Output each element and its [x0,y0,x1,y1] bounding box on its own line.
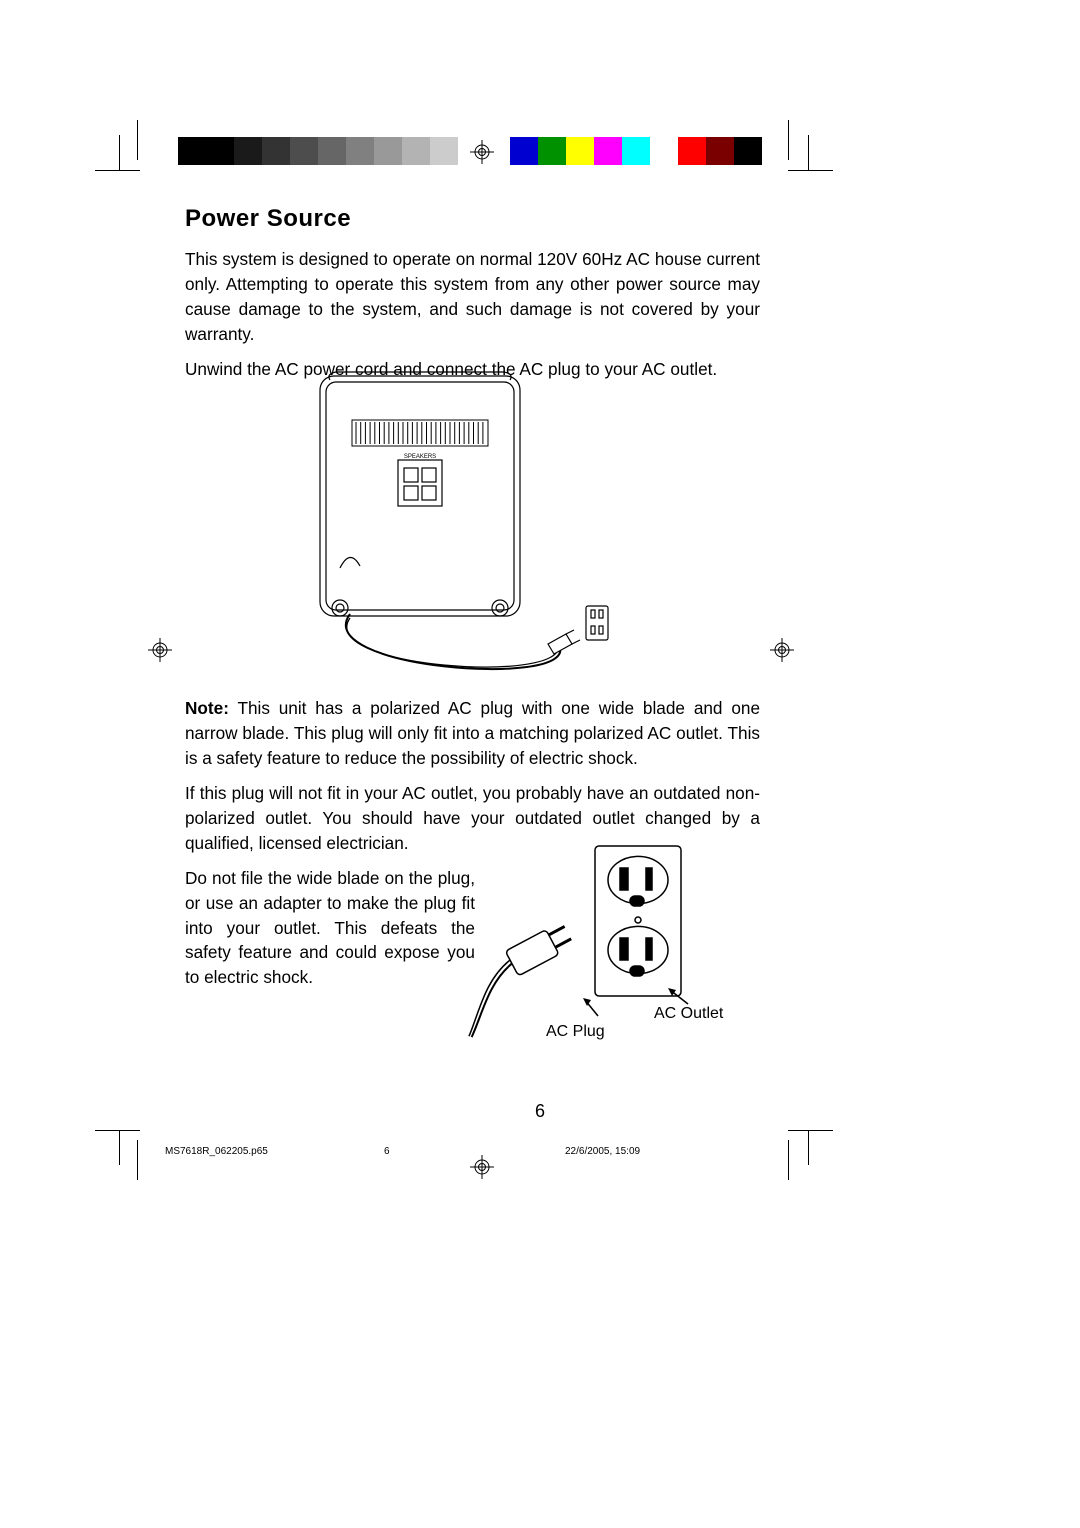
calibration-swatch [402,137,430,165]
calibration-swatch [318,137,346,165]
note-paragraph: Note: This unit has a polarized AC plug … [185,696,760,771]
calibration-swatch [178,137,206,165]
calibration-swatch [678,137,706,165]
crop-mark [95,170,140,171]
calibration-swatch [262,137,290,165]
crop-mark [137,120,138,160]
calibration-swatch [566,137,594,165]
crop-mark [788,120,789,160]
footer-filename: MS7618R_062205.p65 [165,1146,268,1157]
crop-mark [788,1130,833,1131]
ac-outlet-plug-diagram: AC Outlet AC Plug [430,840,760,1050]
registration-mark-icon [470,140,494,164]
calibration-swatch [234,137,262,165]
calibration-swatch [538,137,566,165]
calibration-swatch [734,137,762,165]
calibration-swatch [622,137,650,165]
body-paragraph: This system is designed to operate on no… [185,247,760,347]
calibration-swatch [206,137,234,165]
calibration-swatch [290,137,318,165]
crop-mark [808,1130,809,1165]
figure-label-plug: AC Plug [546,1023,605,1040]
registration-mark-icon [470,1155,494,1179]
footer-page-index: 6 [384,1146,390,1157]
color-calibration-bar [510,137,762,165]
crop-mark [95,1130,140,1131]
calibration-swatch [650,137,678,165]
page-number: 6 [0,1101,1080,1122]
crop-mark [788,170,833,171]
note-body: This unit has a polarized AC plug with o… [185,698,760,768]
note-lead: Note: [185,698,229,718]
crop-mark [808,135,809,170]
crop-mark [119,135,120,170]
svg-text:SPEAKERS: SPEAKERS [404,454,436,460]
calibration-swatch [374,137,402,165]
calibration-swatch [594,137,622,165]
calibration-swatch [706,137,734,165]
registration-mark-icon [770,638,794,662]
crop-mark [788,1140,789,1180]
registration-mark-icon [148,638,172,662]
footer-timestamp: 22/6/2005, 15:09 [565,1146,640,1157]
calibration-swatch [430,137,458,165]
figure-label-outlet: AC Outlet [654,1005,724,1022]
crop-mark [137,1140,138,1180]
page-title: Power Source [185,205,760,233]
device-rear-diagram: SPEAKERS [310,368,610,688]
calibration-swatch [510,137,538,165]
calibration-swatch [346,137,374,165]
crop-mark [119,1130,120,1165]
grayscale-calibration-bar [178,137,486,165]
